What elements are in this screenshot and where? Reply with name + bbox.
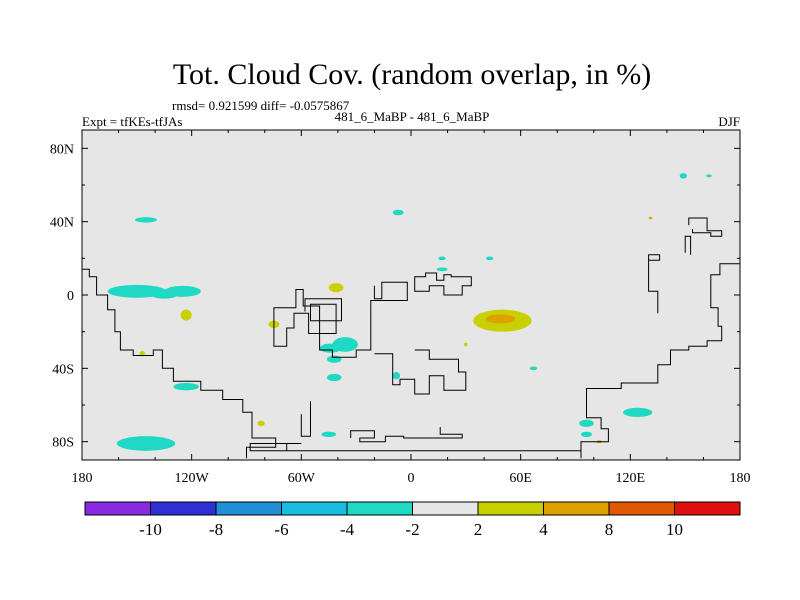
- anomaly-region: [579, 419, 594, 428]
- x-axis: 180 120W 60W 0 60E 120E 180: [72, 130, 751, 486]
- y-axis: 80N 40N 0 40S 80S: [50, 142, 740, 451]
- anomaly-region: [648, 216, 653, 220]
- experiment-label: Expt = tfKEs-tfJAs: [82, 114, 183, 129]
- colorbar: -10 -8 -6 -4 -2 2 4 8 10: [84, 501, 741, 539]
- coastline: [414, 272, 472, 296]
- colorbar-label: -2: [405, 520, 419, 539]
- anomaly-region: [107, 284, 167, 298]
- anomaly-region: [464, 342, 468, 347]
- anomaly-region: [485, 314, 516, 324]
- y-tick-label: 80S: [52, 436, 74, 451]
- x-tick-label: 60E: [509, 471, 532, 486]
- colorbar-swatch: [150, 501, 217, 516]
- coastline: [350, 427, 463, 443]
- colorbar-label: -4: [340, 520, 355, 539]
- colorbar-label: -6: [274, 520, 288, 539]
- colorbar-label: 10: [666, 520, 683, 539]
- anomaly-region: [392, 209, 404, 216]
- y-tick-label: 40N: [50, 216, 74, 231]
- anomaly-region: [623, 407, 653, 417]
- x-tick-label: 60W: [288, 471, 316, 486]
- coastline: [82, 268, 277, 459]
- anomaly-region: [580, 431, 592, 438]
- x-tick-label: 0: [408, 471, 415, 486]
- x-tick-label: 120E: [616, 471, 646, 486]
- anomaly-region: [392, 372, 401, 380]
- case-label: 481_6_MaBP - 481_6_MaBP: [335, 109, 490, 124]
- colorbar-swatch: [674, 501, 741, 516]
- coastline: [580, 263, 740, 459]
- x-tick-label: 180: [72, 471, 93, 486]
- colorbar-swatch: [477, 501, 544, 516]
- map-plot-area: [81, 129, 741, 461]
- anomaly-region: [529, 366, 538, 371]
- anomaly-region: [319, 343, 342, 353]
- colorbar-swatch: [608, 501, 675, 516]
- anomaly-region: [326, 373, 342, 382]
- coastline: [273, 281, 408, 358]
- y-tick-label: 0: [67, 289, 74, 304]
- coastline: [249, 441, 582, 452]
- anomaly-region: [438, 256, 446, 261]
- anomaly-region: [257, 420, 265, 427]
- anomaly-region: [116, 436, 176, 451]
- anomaly-region: [321, 431, 337, 438]
- anomaly-region: [135, 217, 157, 223]
- colorbar-swatch: [543, 501, 610, 516]
- y-tick-label: 80N: [50, 142, 74, 157]
- coastline: [684, 235, 692, 255]
- coastline-layer: [82, 217, 740, 459]
- colorbar-label: 2: [474, 520, 483, 539]
- coastline: [300, 401, 311, 437]
- colorbar-swatch: [84, 501, 151, 516]
- colorbar-label: 4: [539, 520, 548, 539]
- coastline: [374, 349, 467, 395]
- anomaly-region: [679, 173, 687, 179]
- anomaly-region: [326, 355, 342, 363]
- season-label: DJF: [718, 114, 740, 129]
- coastline: [688, 217, 723, 237]
- anomaly-region: [180, 309, 192, 321]
- chart-title: Tot. Cloud Cov. (random overlap, in %): [173, 58, 651, 91]
- colorbar-swatch: [215, 501, 282, 516]
- anomaly-region: [328, 283, 344, 293]
- anomaly-region: [485, 256, 494, 261]
- anomaly-region: [151, 291, 178, 299]
- colorbar-swatch: [412, 501, 479, 516]
- anomaly-region: [706, 174, 712, 178]
- y-tick-label: 40S: [52, 362, 74, 377]
- colorbar-label: 8: [605, 520, 614, 539]
- colorbar-swatch: [281, 501, 348, 516]
- anomaly-region: [173, 383, 199, 391]
- anomaly-layer: [107, 173, 712, 451]
- stats-label: rmsd= 0.921599 diff= -0.0575867: [172, 98, 350, 113]
- x-tick-label: 180: [730, 471, 751, 486]
- colorbar-swatch: [346, 501, 413, 516]
- x-tick-label: 120W: [175, 471, 210, 486]
- coastline: [648, 254, 661, 314]
- anomaly-region: [436, 267, 448, 272]
- colorbar-label: -8: [209, 520, 223, 539]
- colorbar-label: -10: [139, 520, 162, 539]
